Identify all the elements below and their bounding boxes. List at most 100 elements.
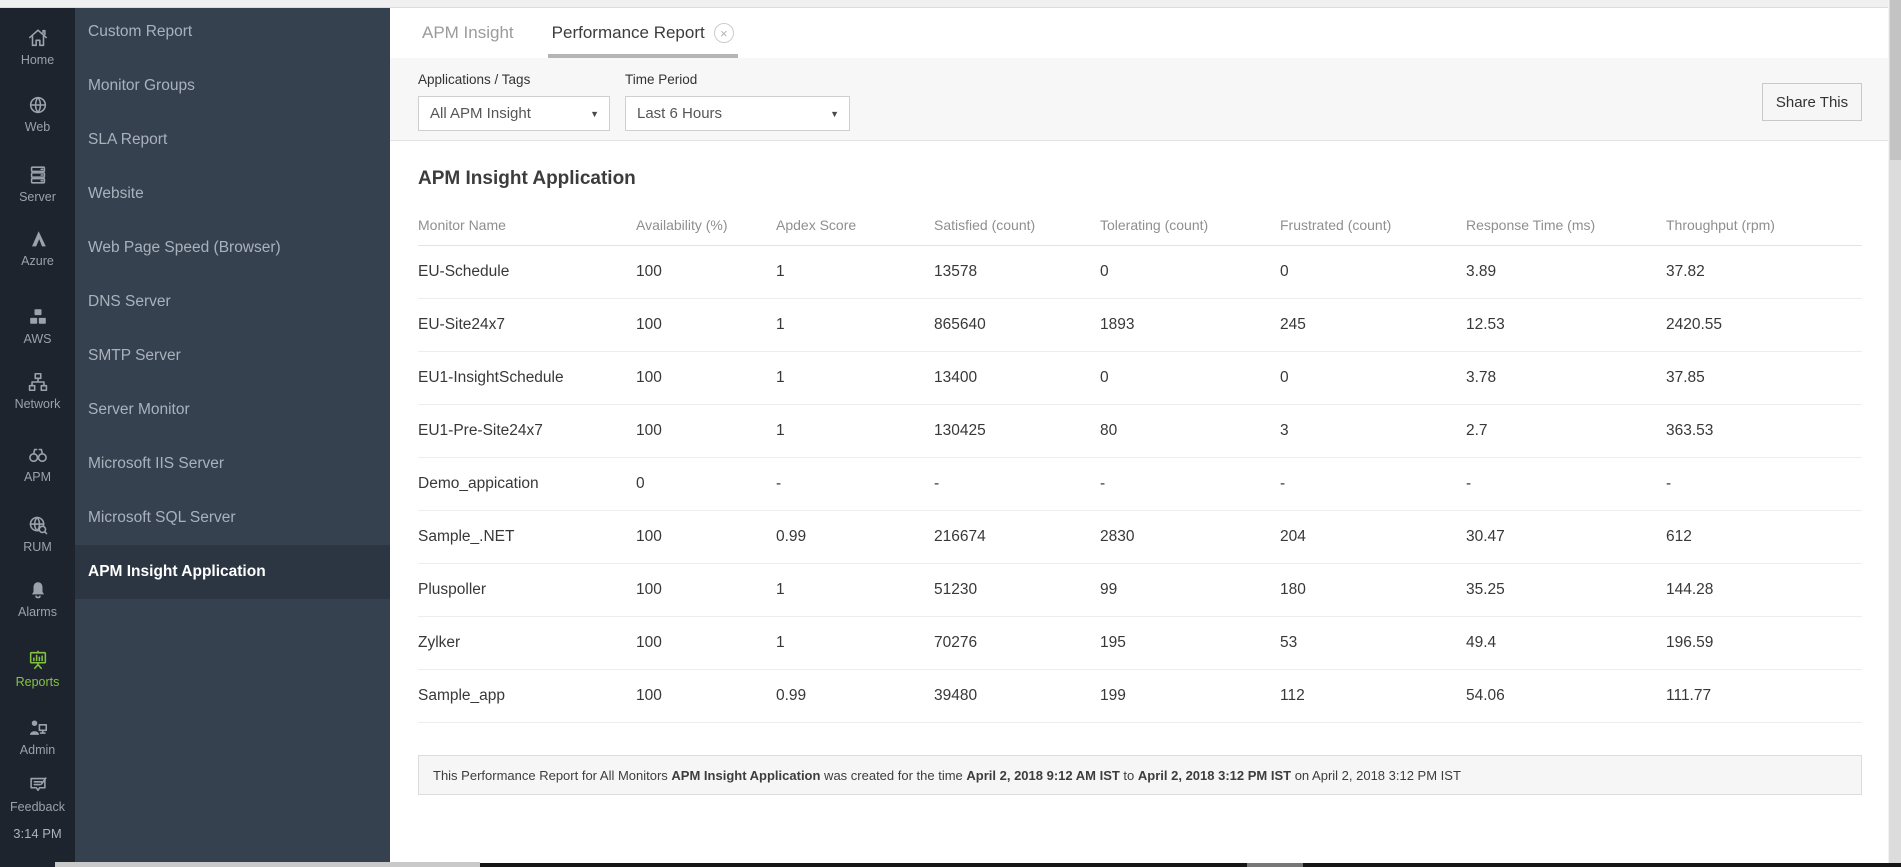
- value-cell: 3: [1280, 404, 1466, 458]
- icon-rail: Home Web Server Azure AWS Network APM RUM Alarms…: [0, 0, 75, 867]
- rail-item-web[interactable]: Web: [0, 94, 75, 134]
- value-cell: 30.47: [1466, 510, 1666, 564]
- footnote-text: This Performance Report for All Monitors…: [433, 767, 1461, 783]
- rail-item-aws[interactable]: AWS: [0, 306, 75, 346]
- rail-item-home[interactable]: Home: [0, 27, 75, 67]
- tab-apm-insight[interactable]: APM Insight: [418, 8, 518, 58]
- value-cell: 12.53: [1466, 298, 1666, 352]
- value-cell: 199: [1100, 669, 1280, 723]
- value-cell: 53: [1280, 616, 1466, 670]
- rail-item-network[interactable]: Network: [0, 371, 75, 411]
- value-cell: 0: [1280, 245, 1466, 299]
- rail-item-label: Feedback: [10, 800, 65, 814]
- table-row: Pluspoller 100 1 51230 99 180 35.25 144.28: [418, 563, 1862, 617]
- value-cell: 0.99: [776, 510, 934, 564]
- rail-item-azure[interactable]: Azure: [0, 228, 75, 268]
- rail-item-label: Web: [24, 120, 51, 134]
- value-cell: -: [934, 457, 1100, 511]
- value-cell: 99: [1100, 563, 1280, 617]
- applications-dropdown[interactable]: All APM Insight ▼: [418, 96, 610, 131]
- rum-icon: [29, 516, 47, 535]
- value-cell: -: [1466, 457, 1666, 511]
- rail-item-rum[interactable]: RUM: [0, 514, 75, 554]
- tab-performance-report[interactable]: Performance Report ×: [547, 8, 738, 58]
- tab-bar: APM Insight Performance Report ×: [390, 8, 1901, 58]
- time-period-dropdown[interactable]: Last 6 Hours ▼: [625, 96, 850, 131]
- table-row: EU1-Pre-Site24x7 100 1 130425 80 3 2.7 363.53: [418, 404, 1862, 458]
- value-cell: -: [1280, 457, 1466, 511]
- value-cell: 0: [1100, 245, 1280, 299]
- value-cell: 100: [636, 351, 776, 405]
- sidebar-item-dns-server[interactable]: DNS Server: [88, 293, 171, 310]
- sidebar-item-microsoft-sql-server[interactable]: Microsoft SQL Server: [88, 509, 236, 526]
- sidebar-item-sla-report[interactable]: SLA Report: [88, 131, 168, 148]
- value-cell: 195: [1100, 616, 1280, 670]
- vertical-scrollbar[interactable]: [1888, 0, 1901, 867]
- report-title: APM Insight Application: [418, 168, 636, 189]
- top-strip: [0, 0, 1901, 8]
- sidebar-item-monitor-groups[interactable]: Monitor Groups: [88, 77, 195, 94]
- rail-item-server[interactable]: Server: [0, 164, 75, 204]
- tab-label: APM Insight: [422, 23, 514, 42]
- value-cell: 54.06: [1466, 669, 1666, 723]
- value-cell: 216674: [934, 510, 1100, 564]
- applications-tags-label: Applications / Tags: [418, 72, 531, 87]
- sidebar-item-smtp-server[interactable]: SMTP Server: [88, 347, 181, 364]
- chevron-down-icon: ▼: [590, 108, 599, 119]
- value-cell: 2420.55: [1666, 298, 1862, 352]
- home-icon: [28, 29, 47, 47]
- value-cell: 100: [636, 563, 776, 617]
- monitor-name-cell: Sample_.NET: [418, 510, 636, 564]
- value-cell: 35.25: [1466, 563, 1666, 617]
- bottom-edge-strip: [55, 862, 480, 867]
- rail-item-label: Reports: [15, 675, 60, 689]
- sidebar-item-server-monitor[interactable]: Server Monitor: [88, 401, 190, 418]
- rail-item-admin[interactable]: Admin: [0, 717, 75, 757]
- rail-item-reports[interactable]: Reports: [0, 649, 75, 689]
- value-cell: 3.89: [1466, 245, 1666, 299]
- value-cell: 100: [636, 298, 776, 352]
- column-header-response-time-ms-: Response Time (ms): [1466, 205, 1666, 246]
- column-header-throughput-rpm-: Throughput (rpm): [1666, 205, 1862, 246]
- value-cell: 0.99: [776, 669, 934, 723]
- value-cell: 865640: [934, 298, 1100, 352]
- value-cell: 2.7: [1466, 404, 1666, 458]
- alarms-icon: [31, 582, 44, 599]
- close-icon[interactable]: ×: [713, 23, 734, 43]
- table-row: EU1-InsightSchedule 100 1 13400 0 0 3.78 37.85: [418, 351, 1862, 405]
- rail-item-alarms[interactable]: Alarms: [0, 579, 75, 619]
- performance-report-table: Monitor Name Availability (%) Apdex Score S…: [418, 205, 1862, 723]
- value-cell: 1: [776, 616, 934, 670]
- rail-item-apm[interactable]: APM: [0, 444, 75, 484]
- value-cell: 130425: [934, 404, 1100, 458]
- rail-item-label: Network: [14, 397, 61, 411]
- applications-dropdown-value: All APM Insight: [430, 105, 531, 122]
- reports-icon: [29, 650, 46, 670]
- report-footnote: This Performance Report for All Monitors…: [418, 755, 1862, 795]
- rail-item-label: Azure: [21, 254, 54, 268]
- monitor-name-cell: EU1-Pre-Site24x7: [418, 404, 636, 458]
- rail-item-label: Alarms: [18, 605, 57, 619]
- sidebar-item-web-page-speed-browser-[interactable]: Web Page Speed (Browser): [88, 239, 281, 256]
- sidebar-item-microsoft-iis-server[interactable]: Microsoft IIS Server: [88, 455, 225, 472]
- main-content: APM Insight Performance Report × Applicati…: [390, 0, 1901, 867]
- rail-item-label: Home: [20, 53, 55, 67]
- table-row: EU-Site24x7 100 1 865640 1893 245 12.53 2420.55: [418, 298, 1862, 352]
- value-cell: 37.82: [1666, 245, 1862, 299]
- table-row: Sample_app 100 0.99 39480 199 112 54.06 111.77: [418, 669, 1862, 723]
- value-cell: 51230: [934, 563, 1100, 617]
- sidebar-item-apm-insight-application[interactable]: APM Insight Application: [75, 545, 390, 599]
- sidebar-item-website[interactable]: Website: [88, 185, 144, 202]
- rail-item-feedback[interactable]: Feedback: [0, 774, 75, 814]
- sidebar-item-custom-report[interactable]: Custom Report: [88, 23, 193, 40]
- value-cell: -: [1100, 457, 1280, 511]
- value-cell: 49.4: [1466, 616, 1666, 670]
- value-cell: 0: [1280, 351, 1466, 405]
- rail-item-label: RUM: [23, 540, 52, 554]
- value-cell: 1: [776, 351, 934, 405]
- share-this-button[interactable]: Share This: [1762, 83, 1862, 121]
- scrollbar-thumb[interactable]: [1890, 0, 1901, 160]
- column-header-apdex-score: Apdex Score: [776, 205, 934, 246]
- rail-item-label: Server: [19, 190, 56, 204]
